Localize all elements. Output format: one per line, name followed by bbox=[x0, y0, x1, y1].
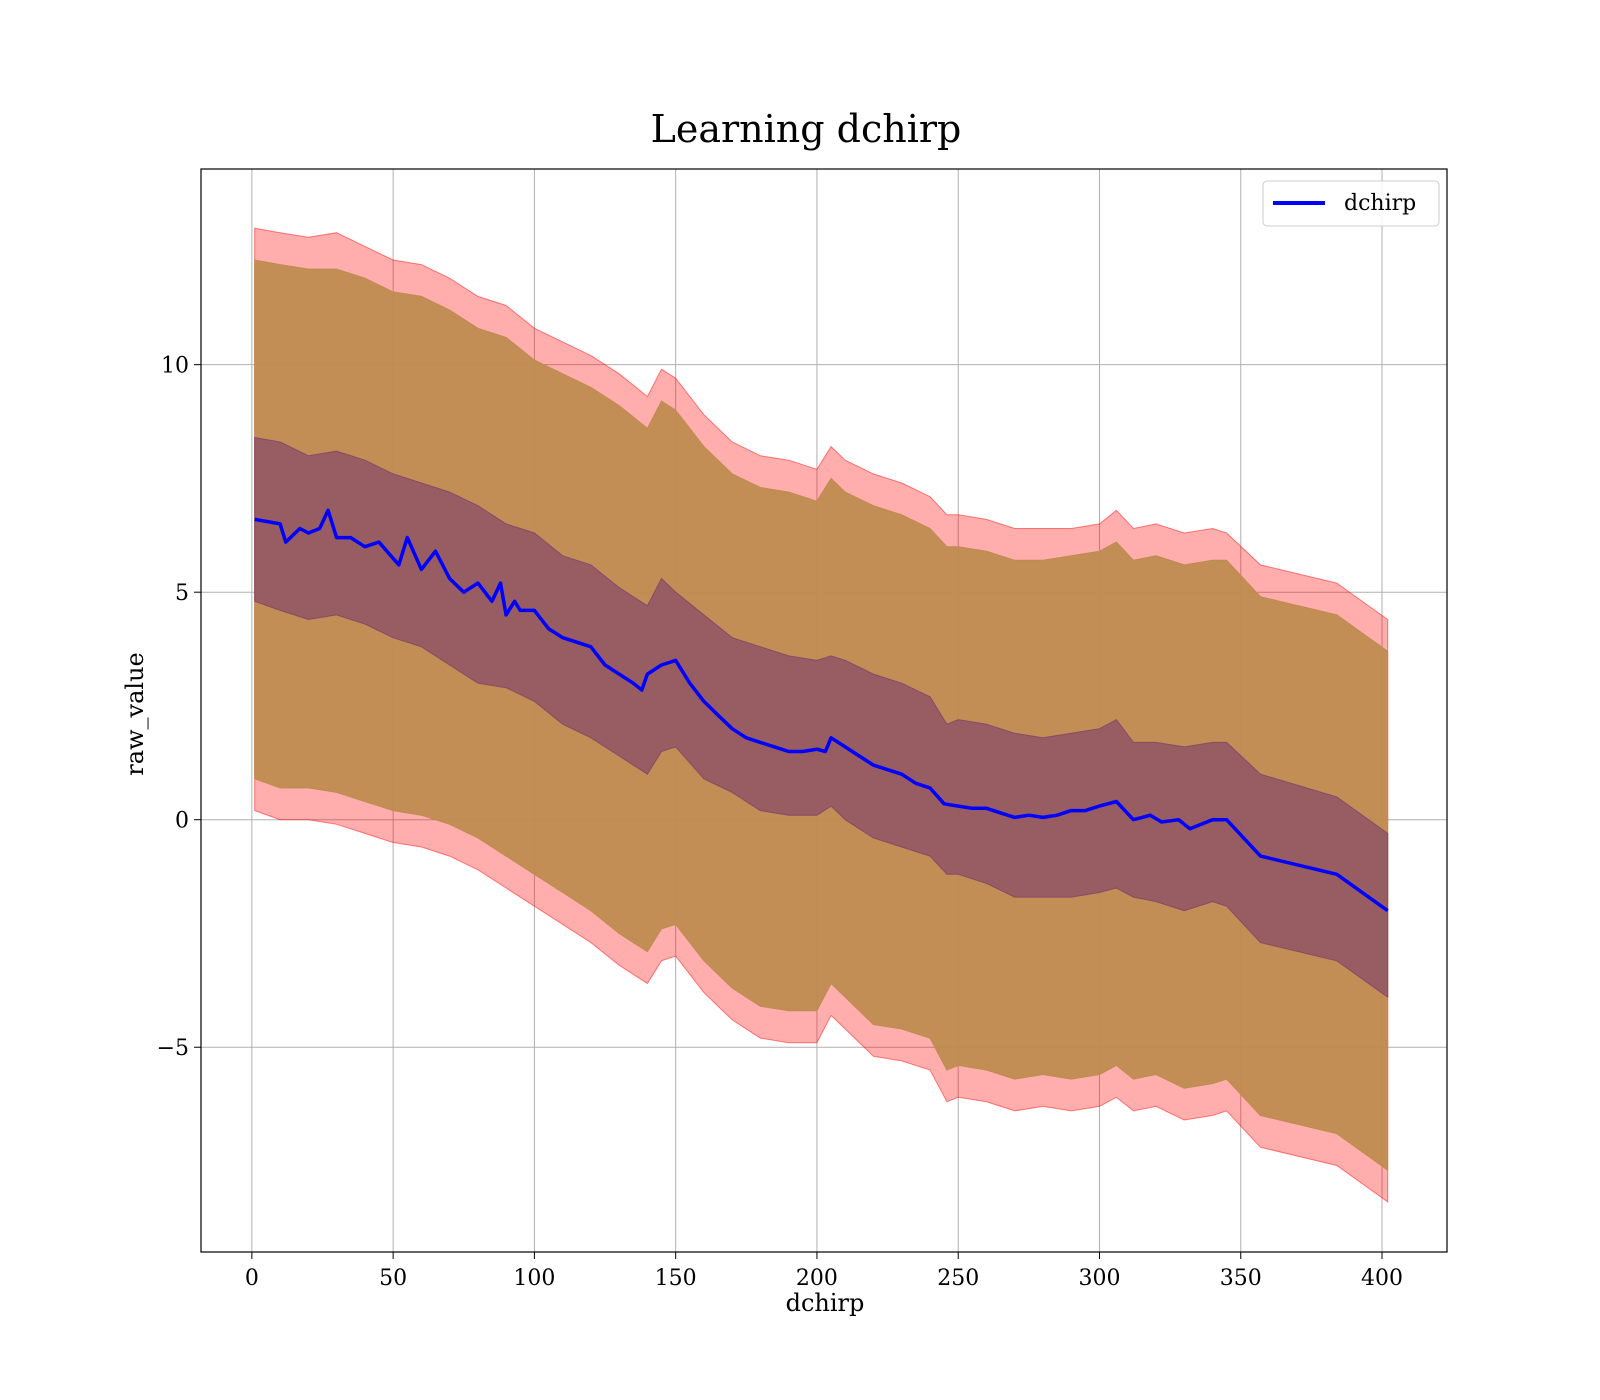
x-tick-label: 250 bbox=[937, 1266, 979, 1291]
legend: dchirp bbox=[1262, 180, 1440, 227]
x-axis-label: dchirp bbox=[786, 1289, 865, 1317]
confidence-bands bbox=[254, 227, 1389, 1203]
x-axis-ticks: 0 50 100 150 200 250 300 350 400 bbox=[245, 1252, 1403, 1291]
legend-box bbox=[1262, 180, 1440, 227]
chart-title: Learning dchirp bbox=[651, 107, 962, 151]
x-tick-label: 0 bbox=[245, 1266, 259, 1291]
y-axis-ticks: −5 0 5 10 bbox=[157, 354, 201, 1061]
band-inner bbox=[254, 436, 1389, 999]
x-tick-label: 400 bbox=[1361, 1266, 1403, 1291]
axes-frame bbox=[200, 168, 1448, 1253]
x-tick-label: 300 bbox=[1078, 1266, 1120, 1291]
y-axis-label: raw_value bbox=[121, 652, 149, 776]
x-tick-label: 100 bbox=[513, 1266, 555, 1291]
x-tick-label: 200 bbox=[796, 1266, 838, 1291]
series-lines bbox=[254, 508, 1389, 913]
x-tick-label: 150 bbox=[655, 1266, 697, 1291]
y-tick-label: 0 bbox=[175, 809, 189, 834]
y-tick-label: −5 bbox=[157, 1036, 189, 1061]
y-tick-label: 5 bbox=[175, 581, 189, 606]
legend-label: dchirp bbox=[1344, 191, 1416, 216]
series-line-dchirp bbox=[254, 508, 1389, 913]
plot-frame bbox=[200, 168, 1448, 1253]
x-tick-label: 50 bbox=[379, 1266, 407, 1291]
y-tick-label: 10 bbox=[161, 354, 189, 379]
x-tick-label: 350 bbox=[1220, 1266, 1262, 1291]
